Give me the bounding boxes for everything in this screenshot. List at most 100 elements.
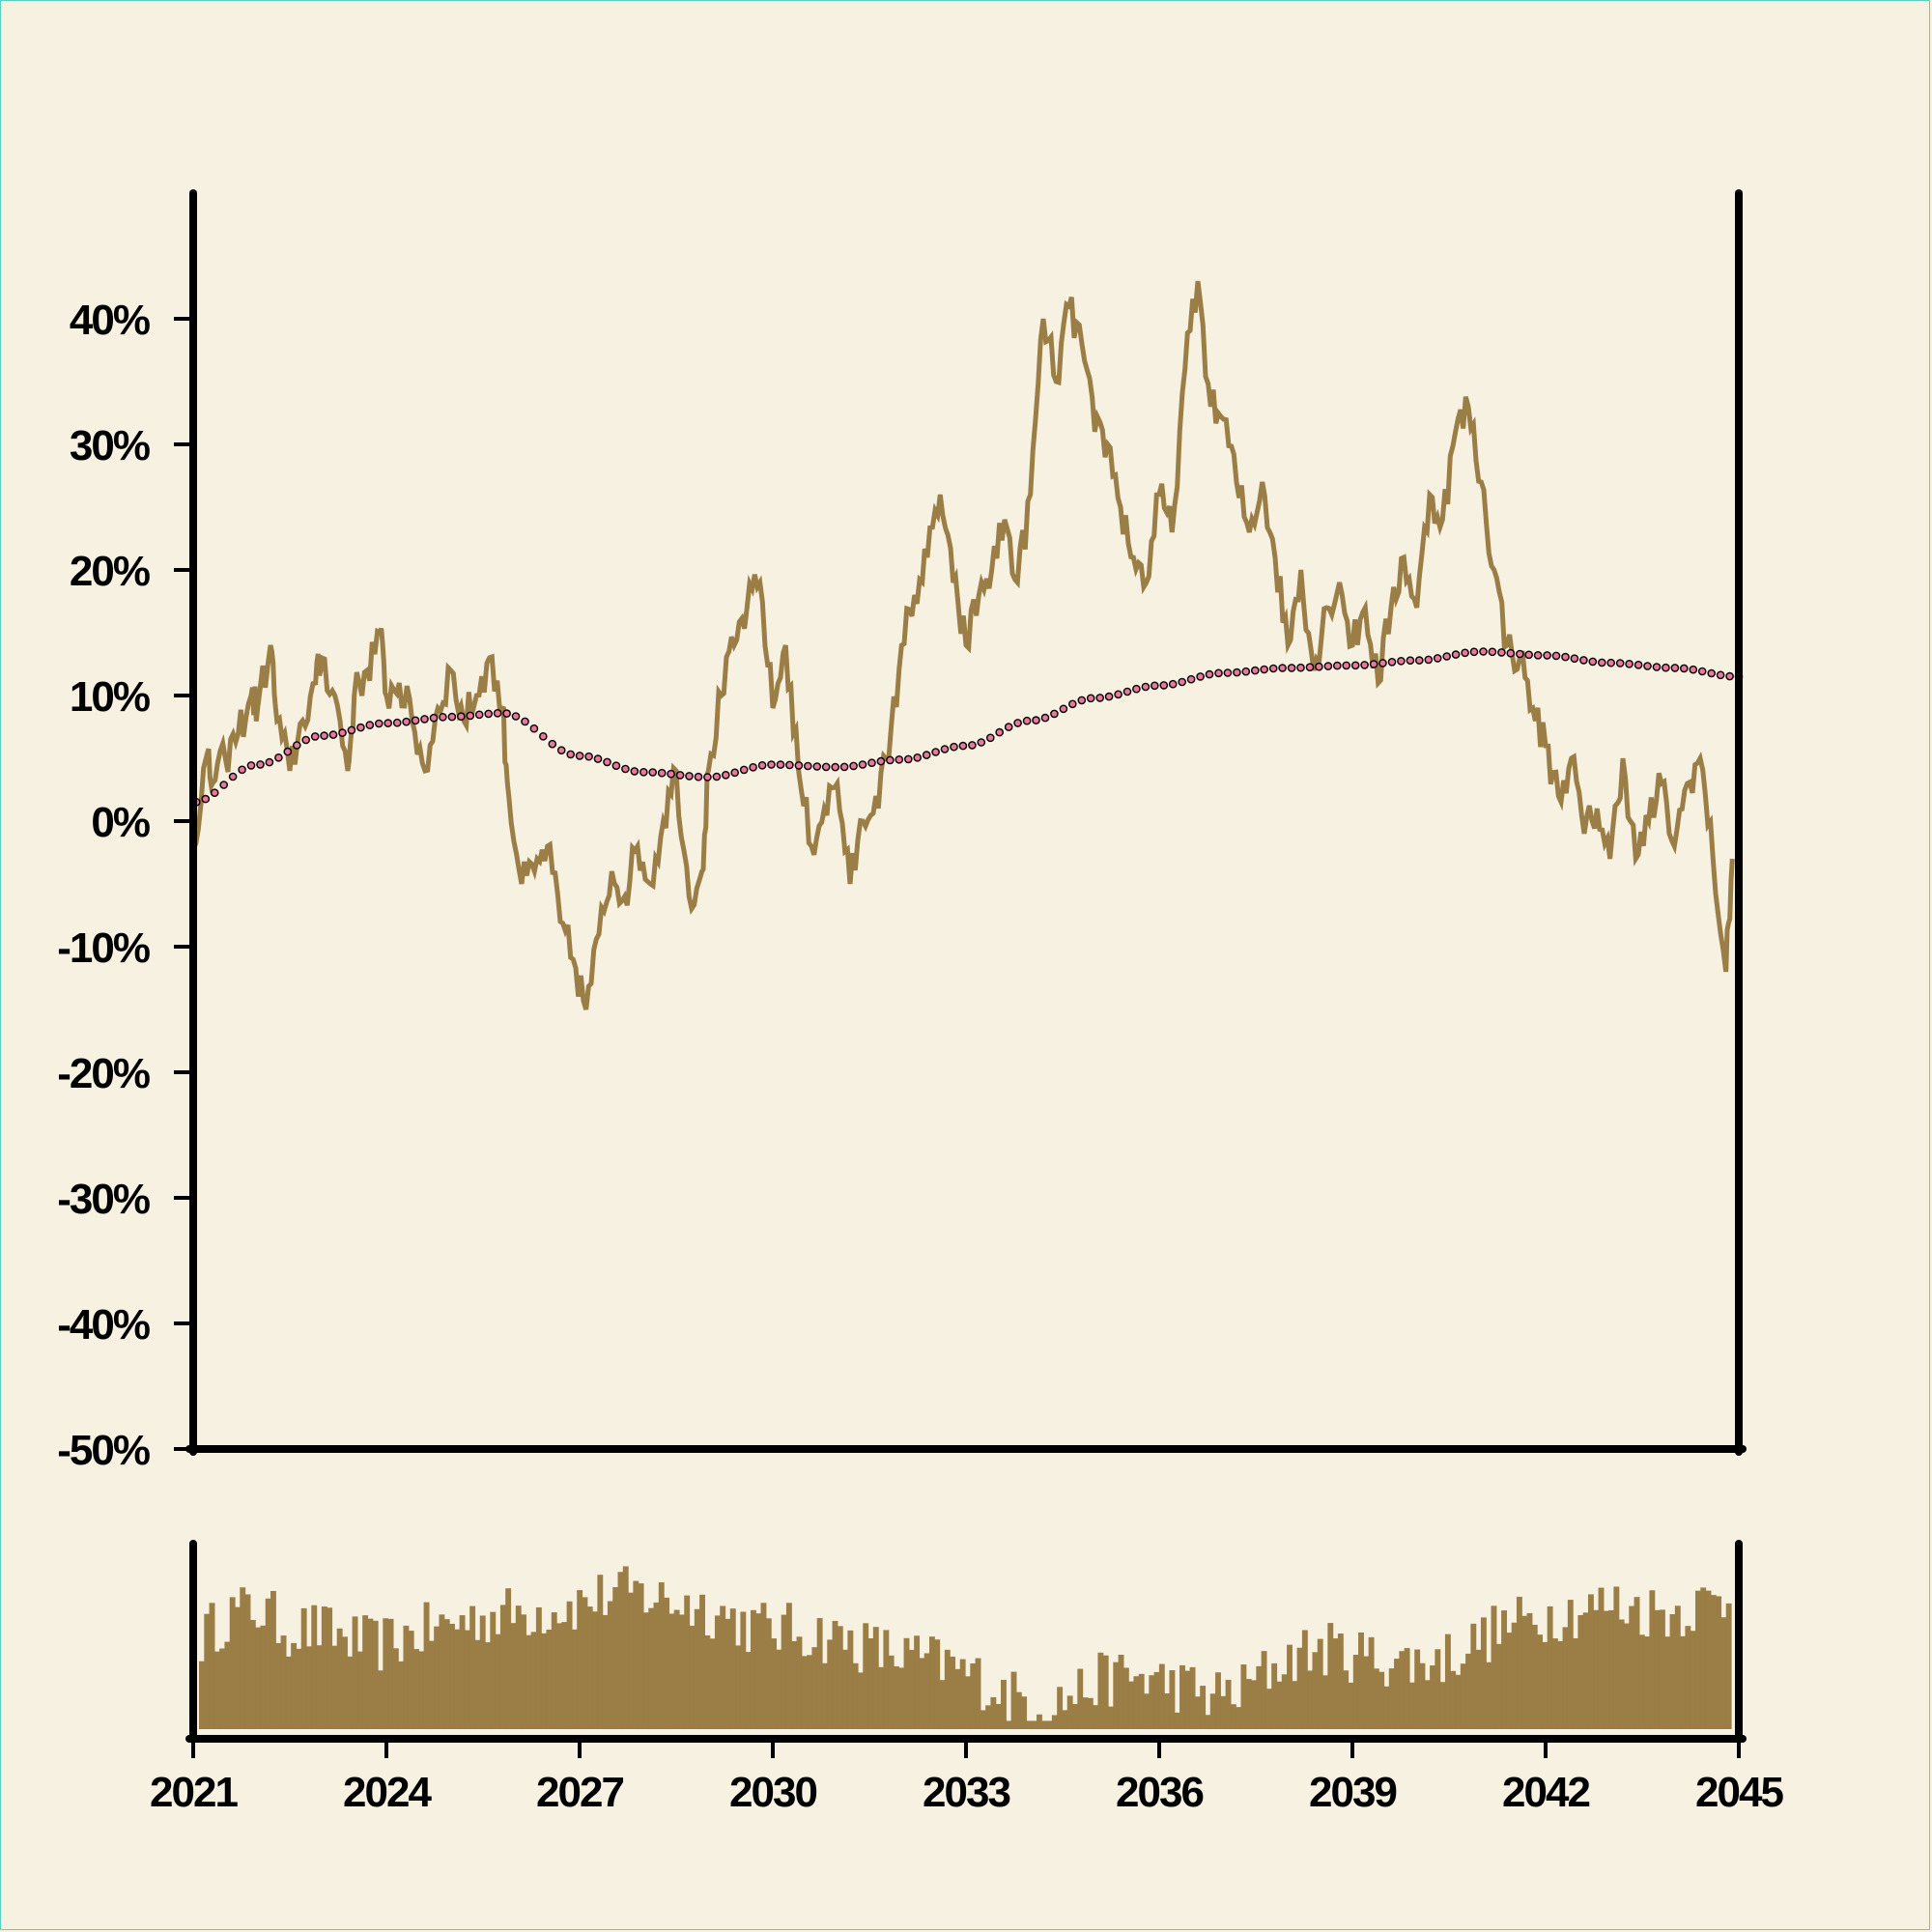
volume-bar: [791, 1640, 798, 1729]
trend-point: [876, 756, 886, 766]
volume-bar: [1097, 1652, 1104, 1729]
volume-bar: [1516, 1596, 1522, 1729]
volume-bar: [1470, 1623, 1477, 1729]
volume-bar: [449, 1623, 455, 1729]
volume-bar: [1501, 1610, 1507, 1729]
volume-bar: [607, 1601, 613, 1729]
volume-bar: [622, 1566, 629, 1729]
volume-bar: [260, 1625, 267, 1729]
volume-bar: [1368, 1636, 1375, 1729]
volume-bar: [327, 1607, 333, 1729]
volume-bar: [950, 1656, 956, 1729]
trend-point: [804, 761, 812, 771]
volume-bar: [1062, 1710, 1068, 1729]
volume-bar: [914, 1635, 921, 1729]
trend-point: [301, 735, 311, 745]
volume-bar: [883, 1630, 890, 1729]
volume-bar: [872, 1627, 879, 1729]
trend-point: [1205, 669, 1214, 679]
volume-bar: [857, 1672, 864, 1729]
trend-point: [1342, 661, 1350, 670]
volume-bar: [367, 1618, 374, 1729]
volume-bar: [240, 1587, 246, 1729]
volume-bar: [378, 1670, 384, 1729]
trend-point: [1516, 649, 1524, 659]
volume-bar: [1435, 1649, 1441, 1729]
volume-bar: [566, 1601, 573, 1729]
volume-bar: [1598, 1587, 1605, 1729]
volume-bar: [1179, 1664, 1185, 1729]
trend-point: [347, 725, 356, 735]
trend-point: [1287, 664, 1296, 672]
trend-point: [1662, 663, 1670, 672]
volume-bar: [1603, 1610, 1609, 1729]
volume-bar: [1690, 1631, 1696, 1729]
volume-bar: [479, 1615, 486, 1729]
volume-bar: [1495, 1643, 1502, 1729]
volume-bar: [336, 1628, 343, 1729]
volume-bar: [1149, 1675, 1155, 1729]
volume-bar: [1491, 1605, 1497, 1729]
trend-point: [1233, 668, 1241, 677]
volume-bar: [1573, 1637, 1578, 1729]
trend-point: [1397, 657, 1406, 666]
volume-bar: [664, 1597, 669, 1729]
volume-bar: [1634, 1597, 1640, 1729]
trend-point: [265, 757, 274, 767]
x-tick-label: 2021: [150, 1769, 238, 1816]
trend-point: [1707, 668, 1716, 678]
volume-bar: [1424, 1680, 1431, 1729]
trend-point: [1506, 648, 1516, 658]
volume-bar: [1511, 1622, 1518, 1729]
volume-bar: [807, 1655, 812, 1729]
trend-point: [1615, 659, 1625, 668]
volume-bar: [1408, 1682, 1415, 1729]
volume-bar: [689, 1625, 696, 1729]
trend-point: [1360, 661, 1369, 669]
volume-bar: [1281, 1674, 1288, 1729]
y-tick-label: -50%: [57, 1427, 150, 1474]
x-tick-label: 2027: [536, 1769, 623, 1816]
volume-bar: [577, 1590, 583, 1729]
trend-point: [794, 761, 804, 770]
volume-bar: [331, 1645, 338, 1729]
volume-bar: [893, 1666, 899, 1729]
trend-point: [356, 723, 365, 732]
price-line: [191, 280, 1735, 1010]
volume-bar: [755, 1613, 762, 1729]
volume-bar: [1322, 1675, 1328, 1729]
volume-bar: [1705, 1590, 1712, 1729]
volume-bar: [392, 1648, 399, 1729]
y-tick-label: 40%: [70, 297, 150, 344]
volume-bar: [1087, 1697, 1094, 1729]
trend-point: [584, 752, 593, 761]
trend-point: [456, 712, 466, 722]
volume-bar: [1669, 1613, 1676, 1729]
volume-bar: [592, 1611, 598, 1729]
x-tick-label: 2039: [1309, 1769, 1396, 1816]
volume-bar: [387, 1618, 394, 1729]
volume-bar: [1521, 1615, 1528, 1729]
trend-point: [411, 716, 420, 725]
volume-bar: [1292, 1681, 1298, 1729]
trend-point: [1461, 648, 1469, 658]
volume-bar: [704, 1635, 711, 1729]
trend-point: [1350, 661, 1360, 670]
trend-point: [839, 762, 849, 772]
trend-point: [502, 709, 511, 718]
trend-point: [539, 732, 548, 741]
volume-bar: [939, 1680, 946, 1729]
trend-point: [895, 755, 904, 764]
volume-bar: [235, 1606, 241, 1729]
volume-bar: [750, 1609, 756, 1729]
trend-point: [1013, 719, 1022, 727]
volume-bar: [1694, 1590, 1701, 1729]
volume-bar: [852, 1662, 859, 1729]
volume-bar: [729, 1608, 736, 1729]
volume-bar: [1710, 1595, 1717, 1729]
volume-bar: [694, 1608, 700, 1729]
volume-bar: [300, 1607, 307, 1729]
volume-bar: [1674, 1605, 1681, 1729]
volume-bar: [398, 1661, 405, 1729]
trend-point: [484, 709, 494, 719]
